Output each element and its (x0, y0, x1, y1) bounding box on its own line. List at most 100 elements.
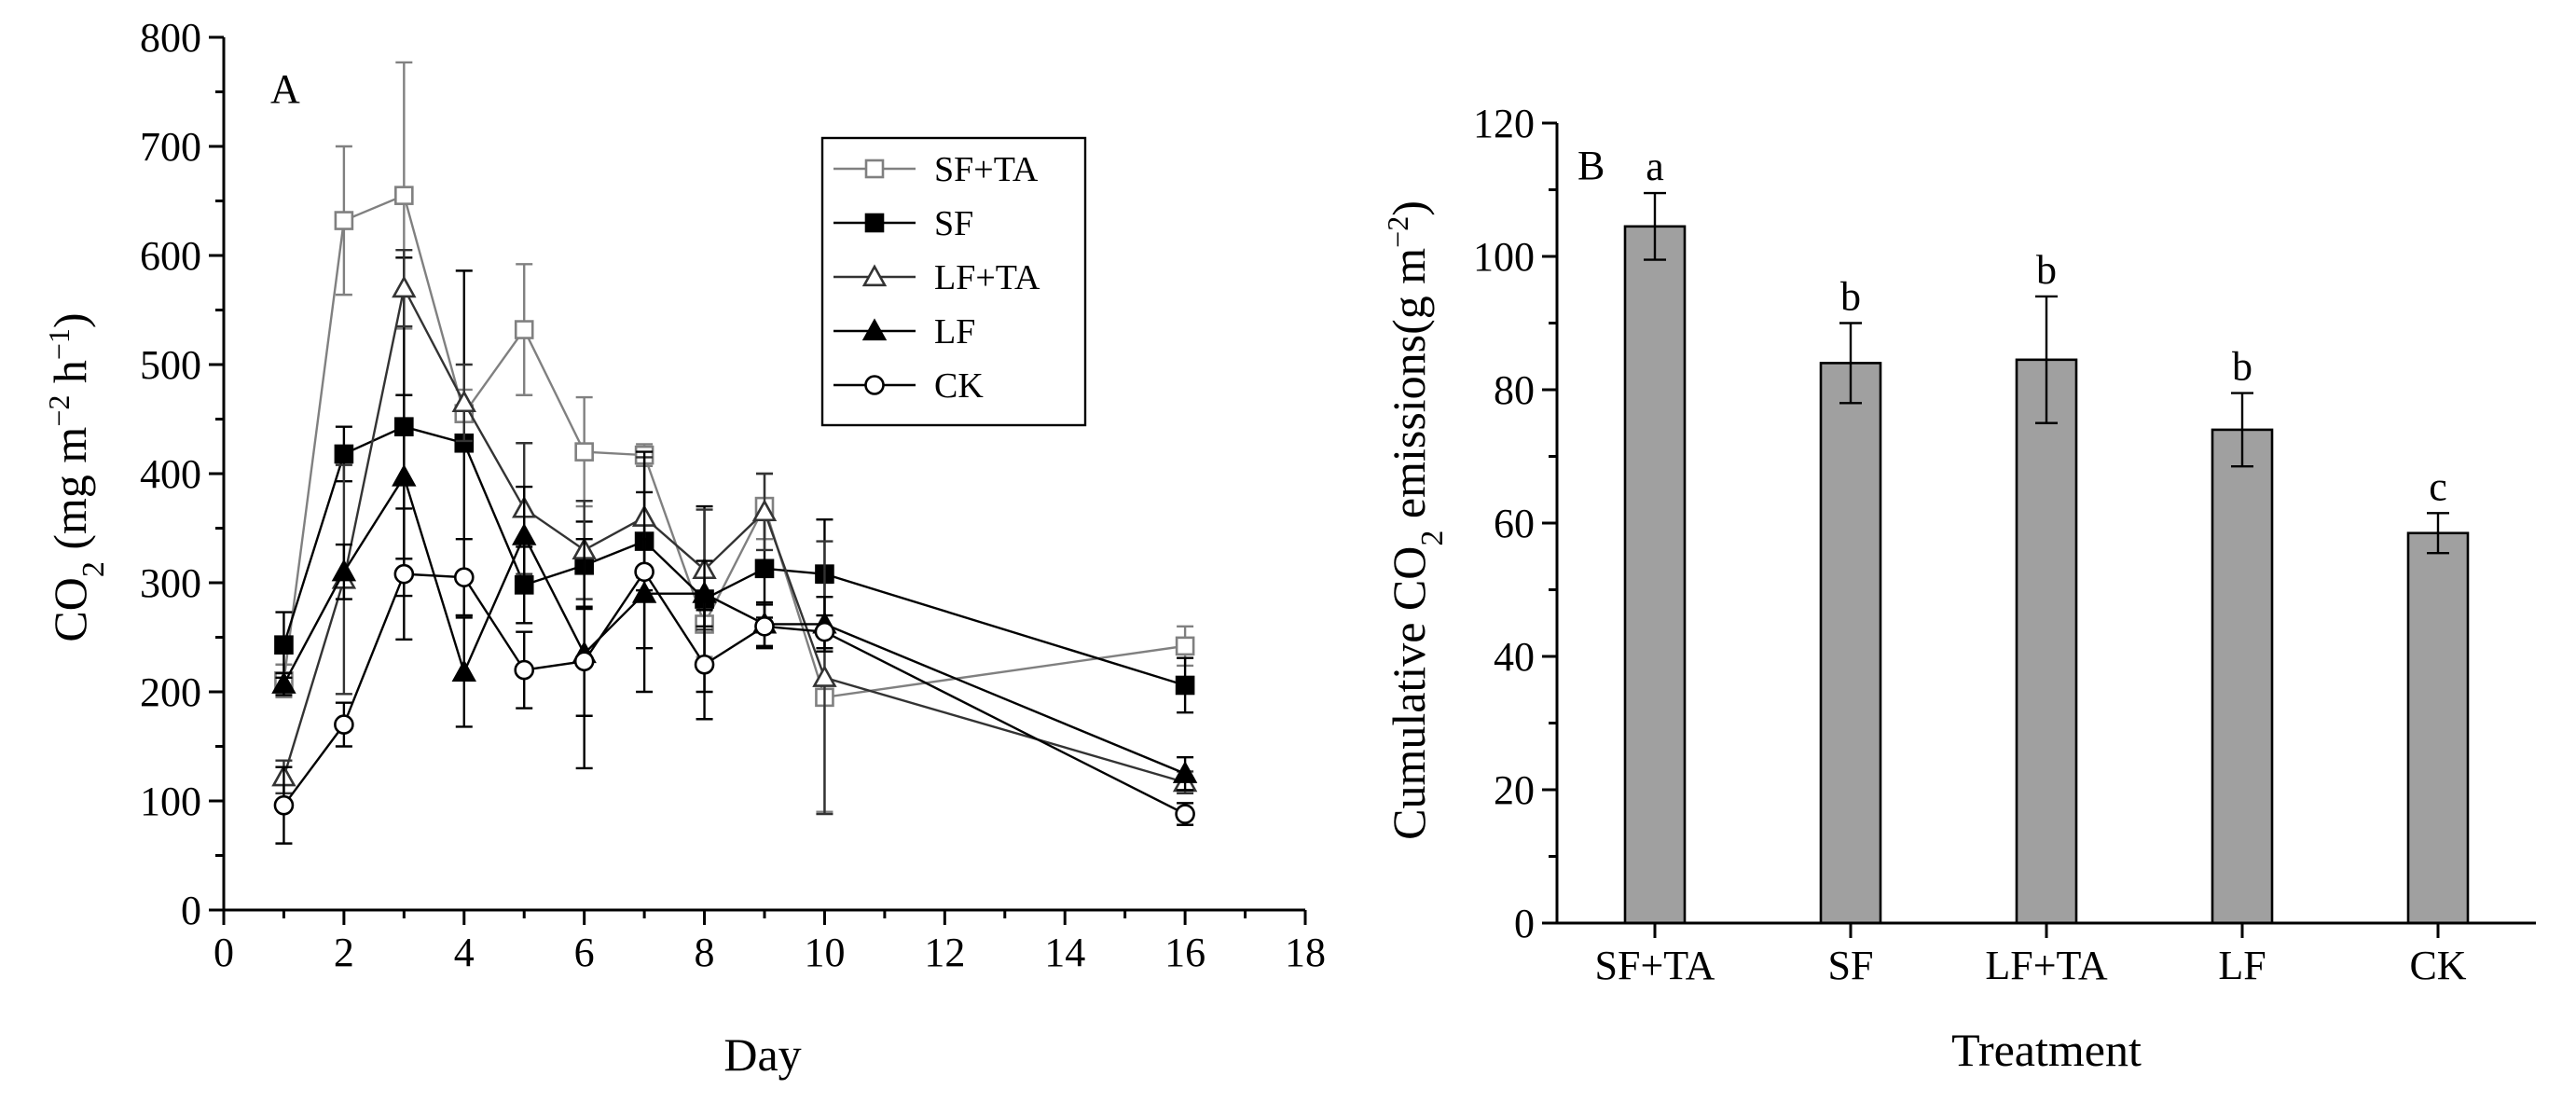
y-tick-label: 600 (140, 233, 201, 279)
y-tick-label: 500 (140, 342, 201, 388)
significance-letter: b (2036, 247, 2057, 293)
y-tick-label: 60 (1494, 501, 1535, 546)
data-point-lf (451, 659, 476, 683)
legend-label: SF (934, 204, 973, 243)
y-tick-label: 100 (1473, 234, 1535, 280)
ylabel-sup1: −2 (42, 395, 76, 427)
series-ck (273, 450, 1195, 845)
legend-item-sf-plus-ta: SF+TA (833, 150, 1039, 189)
legend-item-lf: LF (833, 312, 975, 352)
legend-label: CK (934, 366, 984, 406)
data-point-ck (814, 621, 835, 642)
ylabel-sup2: −1 (42, 328, 76, 360)
bar-group-sf: b (1819, 274, 1882, 925)
panel-a-line-chart: 0 2 4 6 8 10 12 14 16 18 0 100 200 300 400 500 600 700 80… (42, 15, 1326, 1081)
data-point-lf (392, 463, 417, 487)
data-point-ck (754, 615, 775, 637)
legend-item-ck: CK (833, 366, 984, 406)
x-tick-label: 4 (454, 930, 475, 975)
y-tick-label: 300 (140, 560, 201, 606)
data-point-lf-plus-ta (451, 390, 476, 413)
data-point-ck (573, 651, 595, 672)
panel-b-bar-chart: a b b b c 0 20 40 60 80 100 120 SF+TA SF LF+TA LF CK B… (1381, 101, 2536, 1076)
significance-letter: a (1646, 144, 1664, 189)
b-ylabel-sup: −2 (1381, 216, 1414, 248)
ylabel-unit-post: ) (44, 312, 96, 328)
panel-b-y-axis-title: Cumulative CO2 emissions(g m−2) (1381, 200, 1450, 840)
bar-group-ck: c (2406, 463, 2470, 925)
x-tick-label: 16 (1164, 930, 1205, 975)
data-point-lf-plus-ta (812, 665, 837, 687)
bar-ck (2406, 531, 2470, 925)
legend-label: LF (934, 312, 975, 352)
bar-sf-plus-ta (1623, 225, 1687, 925)
x-tick-label: LF (2218, 943, 2266, 988)
b-ylabel-mid: emissions(g m (1383, 248, 1435, 531)
y-tick-label: 700 (140, 124, 201, 170)
x-tick-label: 8 (695, 930, 715, 975)
panel-b-y-ticks: 0 20 40 60 80 100 120 (1473, 101, 1557, 946)
data-point-lf (331, 558, 357, 582)
data-point-lf-plus-ta (392, 275, 417, 298)
data-point-lf-plus-ta (751, 499, 778, 522)
data-point-sf-plus-ta (574, 442, 594, 462)
significance-letter: c (2429, 463, 2447, 509)
bar-lf (2211, 428, 2274, 925)
x-tick-label: 18 (1285, 930, 1326, 975)
legend-marker (861, 264, 888, 287)
bar-sf (1819, 362, 1882, 925)
y-tick-label: 40 (1494, 634, 1535, 680)
ylabel-sub: 2 (76, 561, 111, 577)
data-point-sf (274, 635, 294, 655)
data-point-sf (334, 444, 354, 464)
data-point-ck (334, 714, 354, 735)
data-point-lf (271, 671, 296, 694)
y-tick-label: 120 (1473, 101, 1535, 146)
data-point-ck (273, 794, 295, 816)
significance-letter: b (1840, 274, 1861, 320)
bar-lf-plus-ta (2015, 358, 2078, 925)
panel-b-x-axis-title: Treatment (1951, 1024, 2142, 1076)
x-tick-label: 14 (1044, 930, 1085, 975)
data-point-ck (453, 567, 475, 587)
data-point-lf (1172, 761, 1198, 783)
legend-marker (864, 159, 885, 179)
data-point-sf-plus-ta (334, 211, 354, 230)
bar-group-lf-plus-ta: b (2015, 247, 2078, 925)
panel-b-letter: B (1577, 143, 1605, 188)
b-ylabel-post: ) (1383, 200, 1435, 216)
panel-a-x-axis-title: Day (723, 1028, 801, 1081)
ylabel-co: CO (44, 577, 96, 641)
panel-a-y-axis-title: CO2 (mg m−2 h−1) (42, 312, 111, 641)
bar-group-lf: b (2211, 344, 2274, 925)
series-line-lf (282, 474, 1186, 775)
data-point-ck (634, 561, 654, 583)
y-tick-label: 200 (140, 669, 201, 715)
x-tick-label: SF (1828, 943, 1874, 988)
x-tick-label: CK (2409, 943, 2466, 988)
y-tick-label: 80 (1494, 367, 1535, 413)
panel-a-legend: SF+TA SF LF+TA LF CK (820, 136, 1087, 427)
x-tick-label: 0 (214, 930, 234, 975)
y-tick-label: 0 (1514, 901, 1535, 946)
legend-marker (861, 318, 888, 341)
legend-item-sf: SF (833, 204, 973, 243)
legend-marker (864, 375, 885, 395)
panel-a-letter: A (270, 66, 300, 112)
data-point-ck (694, 654, 715, 675)
y-tick-label: 20 (1494, 767, 1535, 813)
bar-group-sf-plus-ta: a (1623, 144, 1687, 925)
b-ylabel-sub: 2 (1415, 531, 1450, 546)
x-tick-label: 6 (574, 930, 595, 975)
x-tick-label: SF+TA (1595, 943, 1715, 988)
x-tick-label: 10 (804, 930, 845, 975)
y-tick-label: 0 (181, 888, 201, 933)
data-point-ck (393, 563, 415, 585)
ylabel-unit-mid: h (44, 360, 96, 395)
series-lf (271, 393, 1198, 792)
data-point-sf (754, 558, 775, 579)
x-tick-label: 2 (334, 930, 354, 975)
data-point-sf (1175, 675, 1195, 696)
legend-label: LF+TA (934, 258, 1040, 297)
